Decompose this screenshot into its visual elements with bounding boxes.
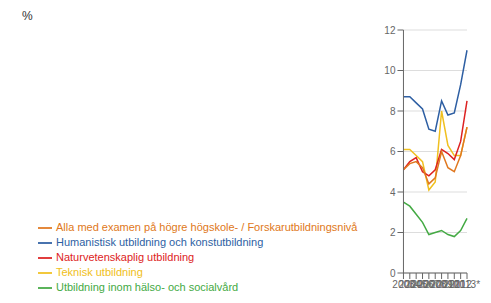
svg-text:4: 4	[390, 187, 396, 198]
svg-text:10: 10	[384, 65, 396, 76]
html-text:Utbildning inom hälso- och soc: Utbildning inom hälso- och socialvård	[56, 280, 239, 293]
html-text:Teknisk utbildning: Teknisk utbildning	[56, 265, 143, 278]
html-text:Humanistisk utbildning och kon: Humanistisk utbildning och konstutbildni…	[56, 235, 264, 248]
svg-text:0: 0	[390, 268, 396, 279]
svg-text:6: 6	[390, 146, 396, 157]
html-text:Alla med examen på högre högsk: Alla med examen på högre högskole- / For…	[56, 220, 358, 233]
svg-text:8: 8	[390, 106, 396, 117]
svg-text:12: 12	[384, 25, 396, 36]
svg-text:2: 2	[390, 227, 396, 238]
html-text:Naturvetenskaplig utbildning: Naturvetenskaplig utbildning	[56, 250, 195, 263]
svg-text:2013*: 2013*	[454, 279, 480, 290]
